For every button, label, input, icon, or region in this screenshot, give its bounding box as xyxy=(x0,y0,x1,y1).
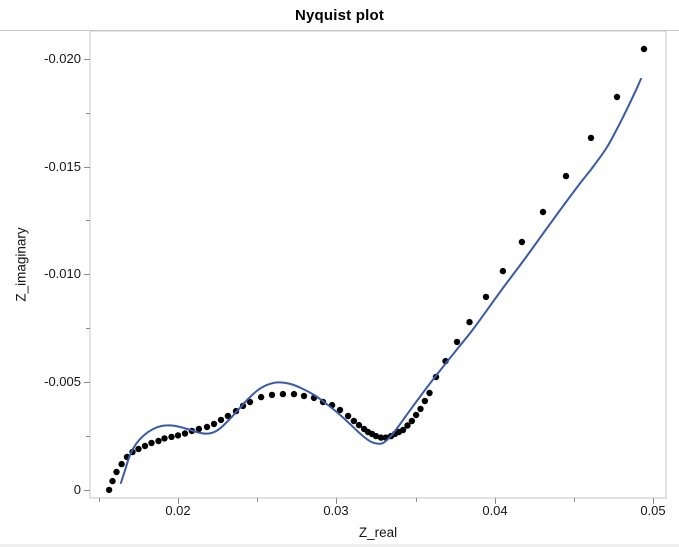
data-point[interactable] xyxy=(181,430,189,437)
data-point[interactable] xyxy=(168,433,175,441)
data-point[interactable] xyxy=(336,406,344,414)
data-point[interactable] xyxy=(290,390,298,398)
footer-strip xyxy=(0,544,679,547)
data-point[interactable] xyxy=(257,393,265,401)
data-point[interactable] xyxy=(587,134,595,142)
data-point[interactable] xyxy=(417,405,424,413)
data-point[interactable] xyxy=(344,412,352,420)
data-point[interactable] xyxy=(174,432,182,439)
data-point[interactable] xyxy=(109,477,116,485)
data-point[interactable] xyxy=(279,390,287,398)
data-point[interactable] xyxy=(499,267,507,275)
data-point[interactable] xyxy=(482,293,490,301)
data-point[interactable] xyxy=(141,442,149,450)
data-point[interactable] xyxy=(118,460,125,468)
data-point[interactable] xyxy=(372,432,380,440)
data-point[interactable] xyxy=(355,421,363,429)
data-point[interactable] xyxy=(377,434,385,441)
data-point[interactable] xyxy=(453,338,461,346)
data-point[interactable] xyxy=(217,416,225,424)
data-point[interactable] xyxy=(135,445,142,453)
data-point[interactable] xyxy=(210,420,218,428)
data-point[interactable] xyxy=(518,238,526,246)
fit-line xyxy=(119,77,642,484)
data-point[interactable] xyxy=(113,468,120,476)
data-point[interactable] xyxy=(399,426,407,434)
data-point[interactable] xyxy=(640,45,648,53)
data-point[interactable] xyxy=(148,439,155,447)
data-point[interactable] xyxy=(105,486,113,494)
data-point[interactable] xyxy=(613,93,621,101)
data-point[interactable] xyxy=(412,411,420,419)
data-point[interactable] xyxy=(421,397,429,405)
data-point[interactable] xyxy=(562,172,570,180)
data-point[interactable] xyxy=(224,412,232,420)
data-point[interactable] xyxy=(203,423,211,431)
chart-title: Nyquist plot xyxy=(294,6,385,24)
data-point[interactable] xyxy=(195,425,203,433)
data-point[interactable] xyxy=(246,398,254,406)
data-point[interactable] xyxy=(161,435,168,442)
data-point[interactable] xyxy=(408,417,416,425)
data-point[interactable] xyxy=(404,422,411,429)
data-point[interactable] xyxy=(300,392,308,400)
plot-frame xyxy=(89,30,667,499)
data-point[interactable] xyxy=(539,208,547,216)
data-point[interactable] xyxy=(268,391,276,399)
data-point[interactable] xyxy=(155,437,162,445)
data-point[interactable] xyxy=(350,417,358,425)
data-point[interactable] xyxy=(466,318,473,326)
data-point[interactable] xyxy=(426,389,433,397)
